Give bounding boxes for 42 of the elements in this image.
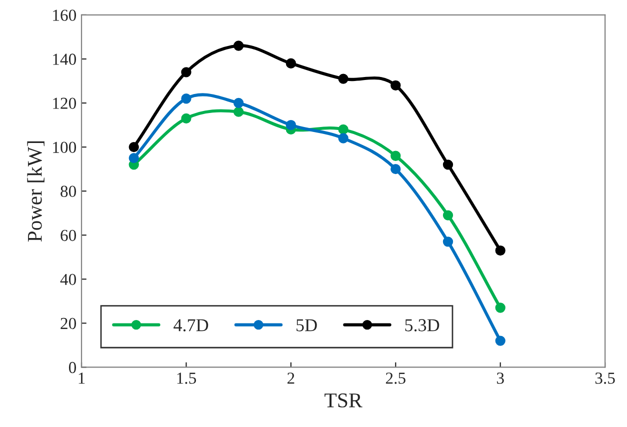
- point: [442, 160, 454, 170]
- y-tick-label: 140: [53, 54, 76, 65]
- y-tick-label: 100: [53, 142, 76, 153]
- point: [181, 94, 192, 104]
- point: [390, 150, 401, 161]
- legend-label: 5.3D: [405, 319, 440, 332]
- x-tick-label: 3.5: [595, 372, 615, 384]
- point: [286, 58, 296, 68]
- y-tick-label: 120: [53, 98, 76, 109]
- point: [181, 113, 192, 124]
- x-tick-label: 2.5: [386, 372, 406, 384]
- point: [338, 74, 348, 84]
- y-tick-label: 60: [60, 230, 76, 242]
- y-tick-label: 20: [60, 318, 76, 330]
- y-tick-label: 160: [53, 10, 76, 21]
- x-tick-label: 3: [496, 372, 504, 384]
- point: [233, 40, 244, 51]
- x-tick-label: 1: [78, 372, 85, 384]
- point: [233, 98, 244, 108]
- point: [233, 106, 244, 117]
- x-tick-label: 1.5: [177, 372, 196, 384]
- y-tick-label: 40: [60, 274, 76, 286]
- x-axis-title: TSR: [324, 393, 362, 408]
- point: [128, 152, 139, 164]
- point: [338, 124, 348, 135]
- point: [442, 236, 454, 247]
- point: [442, 210, 454, 220]
- point: [181, 67, 192, 78]
- legend-label: 4.7D: [174, 319, 208, 332]
- point: [495, 245, 506, 256]
- y-tick-label: 0: [68, 362, 76, 374]
- y-axis-title: Power [kW]: [27, 141, 44, 242]
- point: [338, 133, 348, 144]
- legend-label: 5D: [296, 319, 317, 332]
- point: [495, 302, 506, 313]
- y-tick-label: 80: [60, 186, 76, 198]
- point: [390, 164, 401, 174]
- point: [390, 80, 401, 90]
- point: [286, 120, 296, 130]
- x-tick-label: 2: [287, 372, 294, 384]
- point: [495, 336, 506, 346]
- point: [128, 142, 139, 152]
